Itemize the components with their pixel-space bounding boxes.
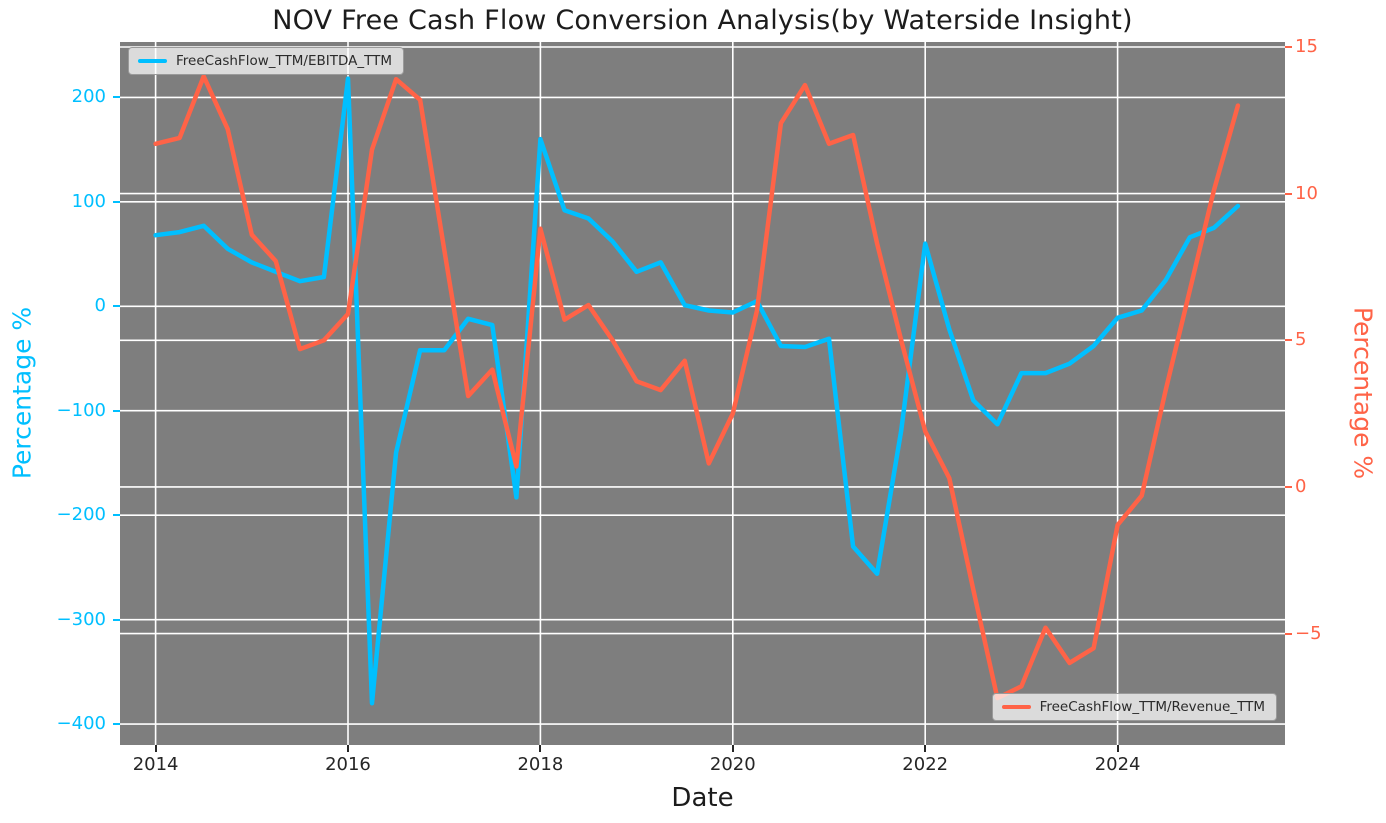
chart-canvas (120, 42, 1285, 745)
right-y-tick-mark (1285, 45, 1292, 48)
left-y-tick-label: −400 (56, 713, 106, 735)
left-y-tick-mark (113, 305, 120, 308)
x-tick-label: 2024 (1094, 754, 1141, 775)
legend-ebitda: FreeCashFlow_TTM/EBITDA_TTM (128, 47, 405, 75)
left-y-tick-mark (113, 723, 120, 726)
x-tick-mark (731, 745, 734, 752)
left-y-tick-label: 200 (71, 86, 106, 108)
x-tick-mark (1116, 745, 1119, 752)
legend-revenue: FreeCashFlow_TTM/Revenue_TTM (991, 693, 1277, 721)
legend-label-ebitda: FreeCashFlow_TTM/EBITDA_TTM (176, 53, 393, 69)
legend-swatch-ebitda-icon (138, 59, 167, 63)
x-tick-mark (924, 745, 927, 752)
left-y-tick-label: −300 (56, 608, 106, 630)
left-y-tick-mark (113, 200, 120, 203)
legend-swatch-revenue-icon (1001, 705, 1031, 709)
x-axis-title: Date (671, 783, 734, 813)
left-y-tick-mark (113, 409, 120, 412)
right-y-tick-mark (1285, 632, 1292, 635)
right-y-tick-label: −5 (1295, 622, 1322, 644)
x-tick-mark (154, 745, 157, 752)
right-y-axis-title: Percentage % (1348, 306, 1378, 480)
plot-area: FreeCashFlow_TTM/EBITDA_TTM FreeCashFlow… (120, 42, 1285, 745)
x-tick-mark (539, 745, 542, 752)
right-y-tick-mark (1285, 485, 1292, 488)
left-y-tick-mark (113, 618, 120, 621)
right-y-tick-mark (1285, 192, 1292, 195)
left-y-tick-label: −200 (56, 504, 106, 526)
left-y-tick-mark (113, 514, 120, 517)
right-y-tick-label: 5 (1295, 329, 1307, 351)
x-tick-label: 2014 (132, 754, 179, 775)
x-tick-label: 2020 (709, 754, 756, 775)
legend-label-revenue: FreeCashFlow_TTM/Revenue_TTM (1039, 699, 1265, 715)
left-y-tick-label: 0 (94, 295, 106, 317)
chart-title: NOV Free Cash Flow Conversion Analysis(b… (272, 5, 1133, 36)
right-y-tick-label: 0 (1295, 475, 1307, 497)
left-y-tick-label: 100 (71, 190, 106, 212)
right-y-tick-label: 15 (1295, 35, 1318, 57)
x-tick-label: 2016 (325, 754, 371, 775)
x-tick-mark (346, 745, 349, 752)
left-y-tick-label: −100 (56, 399, 106, 421)
x-tick-label: 2022 (902, 754, 949, 775)
right-y-tick-label: 10 (1295, 182, 1318, 204)
left-y-tick-mark (113, 96, 120, 99)
x-tick-label: 2018 (517, 754, 564, 775)
right-y-tick-mark (1285, 339, 1292, 342)
left-y-axis-title: Percentage % (7, 306, 37, 480)
